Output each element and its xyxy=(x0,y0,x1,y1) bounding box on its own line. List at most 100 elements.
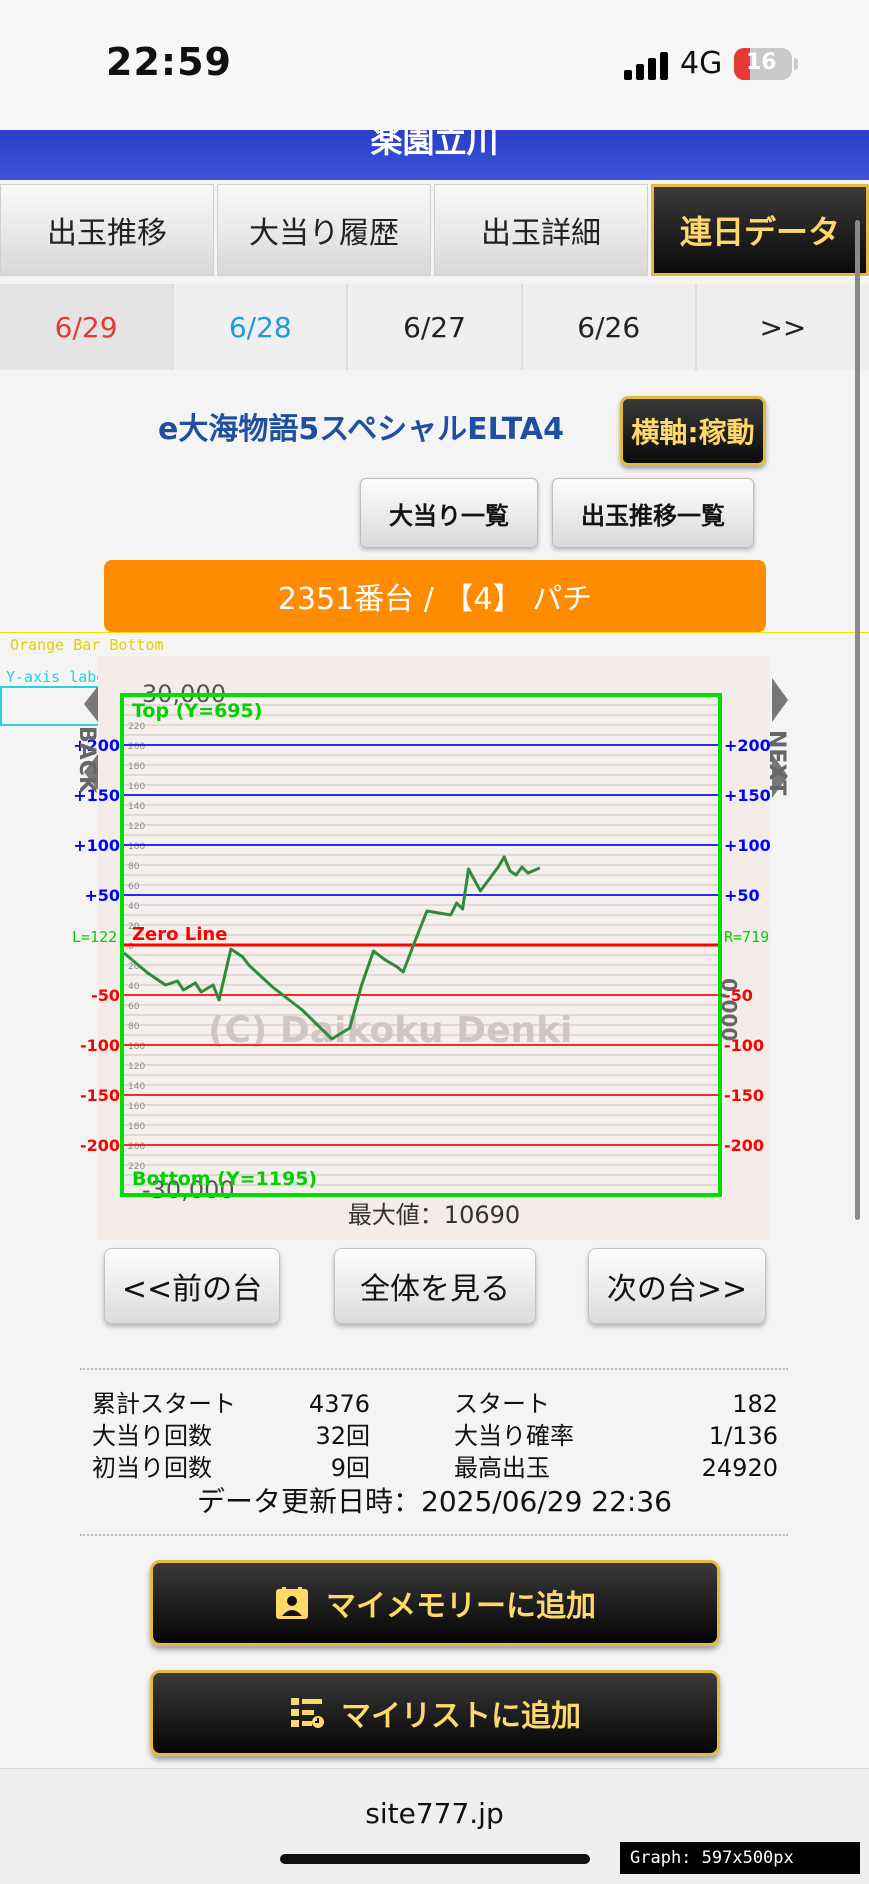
axis-toggle-button[interactable]: 横軸:稼動 xyxy=(620,396,766,466)
y-tick-label-right: +100 xyxy=(724,836,771,855)
signal-icon xyxy=(624,52,668,80)
stats-table: 累計スタート 4376 スタート 182 大当り回数 32回 大当り確率 1/1… xyxy=(92,1388,778,1484)
stat-label: スタート xyxy=(454,1390,550,1418)
series-line-0 xyxy=(123,855,541,1041)
divider xyxy=(80,1368,788,1370)
debug-top-label: Top (Y=695) xyxy=(132,700,262,722)
back-label: BACK xyxy=(74,726,99,794)
battery-tip xyxy=(794,58,798,70)
scale-tick-label: 220 xyxy=(128,722,145,732)
right-scale-label: 0,000 xyxy=(717,978,741,1041)
debug-y-axis-label: Y-axis labels xyxy=(6,668,124,686)
back-arrow-button[interactable]: BACK xyxy=(74,686,99,794)
scale-tick-label: 160 xyxy=(128,1102,145,1112)
tab-daily-data[interactable]: 連日データ xyxy=(651,184,869,276)
plot-frame xyxy=(120,693,722,1197)
scale-tick-label: 120 xyxy=(128,822,145,832)
date-tab[interactable]: 6/28 xyxy=(174,284,347,370)
scale-tick-label: 100 xyxy=(128,1042,145,1052)
date-tab[interactable]: 6/27 xyxy=(348,284,521,370)
scale-tick-label: 20 xyxy=(128,962,140,972)
tab-jackpot-history[interactable]: 大当り履歴 xyxy=(217,184,431,276)
stats-row: 初当り回数 9回 最高出玉 24920 xyxy=(92,1452,778,1484)
status-bar: 22:59 4G 16 xyxy=(0,0,869,130)
stat-label: 大当り回数 xyxy=(92,1422,212,1450)
scale-tick-label: 100 xyxy=(128,842,145,852)
scale-tick-label: 160 xyxy=(128,782,145,792)
next-arrow-icon xyxy=(772,754,788,798)
back-arrow-icon xyxy=(84,754,98,790)
max-value-label: 最大値：10690 xyxy=(348,1201,520,1229)
add-to-mylist-button[interactable]: マイリストに追加 xyxy=(150,1670,720,1756)
payout-list-button[interactable]: 出玉推移一覧 xyxy=(552,478,754,548)
scale-tick-label: 140 xyxy=(128,802,145,812)
stat-label: 最高出玉 xyxy=(454,1454,550,1482)
tab-payout-detail[interactable]: 出玉詳細 xyxy=(434,184,648,276)
debug-guide-line xyxy=(0,632,869,633)
y-tick-label-left: -50 xyxy=(91,986,120,1005)
prev-machine-button[interactable]: <<前の台 xyxy=(104,1248,280,1324)
add-to-memory-label: マイメモリーに追加 xyxy=(326,1589,596,1624)
scale-tick-label: 200 xyxy=(128,1142,145,1152)
scale-tick-label: 180 xyxy=(128,1122,145,1132)
machine-name: e大海物語5スペシャルELTA4 xyxy=(158,412,564,447)
y-tick-label-left: -200 xyxy=(80,1136,120,1155)
battery-level: 16 xyxy=(746,50,777,75)
debug-right-label: R=719 xyxy=(724,928,769,946)
stat-value: 1/136 xyxy=(708,1422,778,1450)
network-type: 4G xyxy=(680,46,723,81)
y-tick-label-right: -50 xyxy=(724,986,753,1005)
scale-tick-label: 200 xyxy=(128,742,145,752)
tab-payout-trend[interactable]: 出玉推移 xyxy=(0,184,214,276)
scale-tick-label: 220 xyxy=(128,1162,145,1172)
y-tick-label-left: +150 xyxy=(73,786,120,805)
add-to-memory-button[interactable]: マイメモリーに追加 xyxy=(150,1560,720,1646)
scale-tick-label: 60 xyxy=(128,1002,140,1012)
date-tab[interactable]: 6/26 xyxy=(522,284,695,370)
scale-tick-label: 40 xyxy=(128,902,140,912)
date-next-button[interactable]: >> xyxy=(696,284,869,370)
next-arrow-button[interactable]: NEXT xyxy=(764,678,789,798)
stat-label: 大当り確率 xyxy=(454,1422,574,1450)
debug-graph-size: Graph: 597x500px xyxy=(620,1842,860,1874)
scrollbar[interactable] xyxy=(855,220,860,1220)
y-tick-label-right: +200 xyxy=(724,736,771,755)
debug-left-label: L=122 xyxy=(72,928,117,946)
stat-value: 182 xyxy=(732,1390,778,1418)
scale-tick-label: 60 xyxy=(128,882,140,892)
scale-tick-label: 0 xyxy=(128,942,134,952)
stats-row: 累計スタート 4376 スタート 182 xyxy=(92,1388,778,1420)
next-machine-button[interactable]: 次の台>> xyxy=(588,1248,766,1324)
date-tab[interactable]: 6/29 xyxy=(0,284,173,370)
hall-name: 楽園立川 xyxy=(370,130,499,160)
divider xyxy=(80,1534,788,1536)
scale-tick-label: 80 xyxy=(128,1022,140,1032)
next-label: NEXT xyxy=(764,730,789,795)
bottom-value-label: -30,000 xyxy=(142,1176,235,1204)
clock: 22:59 xyxy=(106,40,232,84)
home-indicator[interactable] xyxy=(280,1854,590,1864)
y-tick-label-right: -200 xyxy=(724,1136,764,1155)
y-tick-label-right: -100 xyxy=(724,1036,764,1055)
date-tabs: 6/29 6/28 6/27 6/26 >> xyxy=(0,284,869,370)
unit-label-bar: 2351番台 / 【4】 パチ xyxy=(104,560,766,632)
stat-value: 4376 xyxy=(308,1390,370,1418)
scale-tick-label: 180 xyxy=(128,762,145,772)
scale-tick-label: 40 xyxy=(128,982,140,992)
debug-orange-bar-label: Orange Bar Bottom xyxy=(10,636,164,654)
view-all-button[interactable]: 全体を見る xyxy=(334,1248,536,1324)
stat-value: 24920 xyxy=(701,1454,778,1482)
y-tick-label-left: +50 xyxy=(84,886,120,905)
stats-row: 大当り回数 32回 大当り確率 1/136 xyxy=(92,1420,778,1452)
jackpot-list-button[interactable]: 大当り一覧 xyxy=(360,478,538,548)
main-tabs: 出玉推移 大当り履歴 出玉詳細 連日データ xyxy=(0,184,869,276)
payout-chart: 2202001801601401201008060402002040608010… xyxy=(72,656,789,1240)
battery-icon: 16 xyxy=(734,48,792,80)
next-arrow-icon xyxy=(772,678,788,722)
scale-tick-label: 120 xyxy=(128,1062,145,1072)
y-tick-label-right: +150 xyxy=(724,786,771,805)
updated-timestamp: データ更新日時：2025/06/29 22:36 xyxy=(197,1485,672,1518)
site-url[interactable]: site777.jp xyxy=(365,1797,504,1830)
y-tick-label-left: +200 xyxy=(73,736,120,755)
list-icon xyxy=(291,1698,324,1728)
